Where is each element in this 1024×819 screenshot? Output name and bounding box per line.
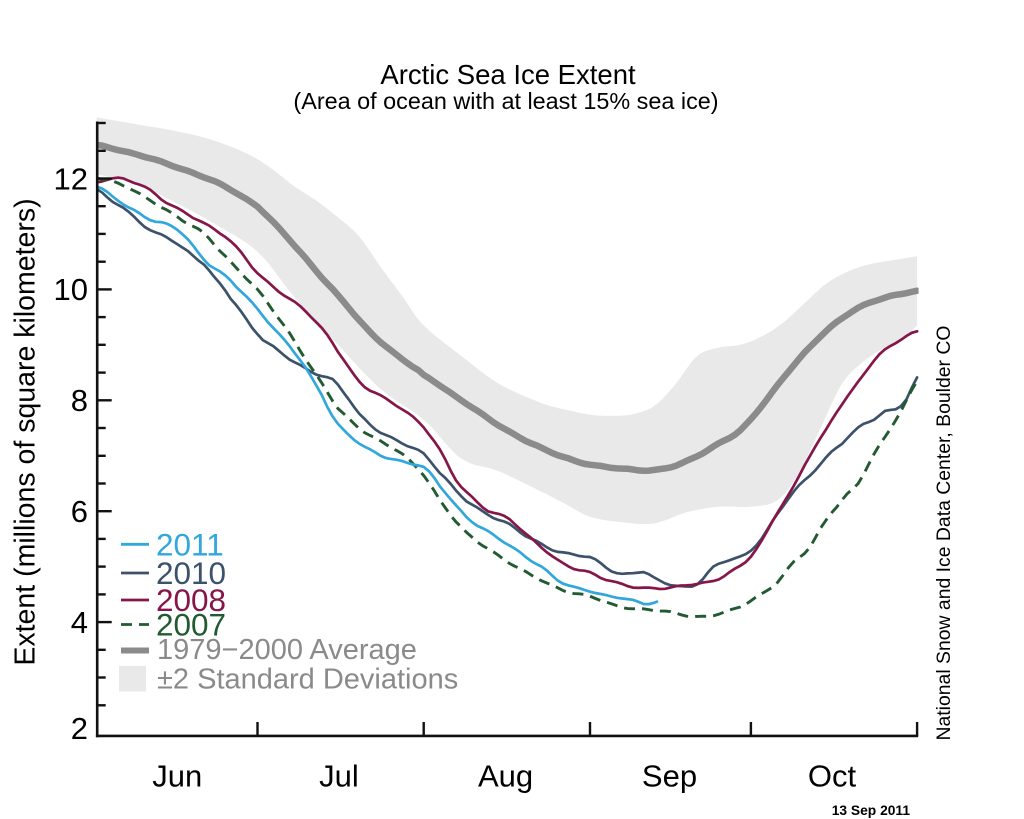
- svg-text:8: 8: [71, 383, 88, 418]
- svg-text:Extent (millions of square kil: Extent (millions of square kilometers): [10, 198, 42, 665]
- svg-text:(Area of ocean with at least 1: (Area of ocean with at least 15% sea ice…: [293, 88, 718, 114]
- svg-text:2007: 2007: [156, 607, 226, 643]
- svg-text:Aug: Aug: [478, 759, 533, 794]
- svg-text:2008: 2008: [156, 582, 226, 618]
- svg-text:4: 4: [71, 605, 88, 640]
- svg-text:2: 2: [71, 711, 88, 746]
- svg-text:Sep: Sep: [642, 759, 697, 794]
- svg-text:Oct: Oct: [808, 759, 857, 794]
- svg-text:2010: 2010: [156, 555, 226, 591]
- svg-text:13 Sep 2011: 13 Sep 2011: [832, 803, 911, 818]
- svg-text:Jun: Jun: [152, 759, 202, 794]
- svg-text:Jul: Jul: [319, 759, 359, 794]
- svg-text:10: 10: [54, 272, 88, 307]
- svg-text:2011: 2011: [156, 526, 224, 562]
- svg-text:1979−2000 Average: 1979−2000 Average: [157, 634, 417, 666]
- svg-text:±2 Standard Deviations: ±2 Standard Deviations: [157, 664, 458, 696]
- svg-text:National Snow and Ice Data Cen: National Snow and Ice Data Center, Bould…: [933, 326, 955, 741]
- svg-text:12: 12: [54, 161, 88, 196]
- svg-text:Arctic Sea Ice Extent: Arctic Sea Ice Extent: [380, 59, 636, 90]
- svg-text:6: 6: [71, 494, 88, 529]
